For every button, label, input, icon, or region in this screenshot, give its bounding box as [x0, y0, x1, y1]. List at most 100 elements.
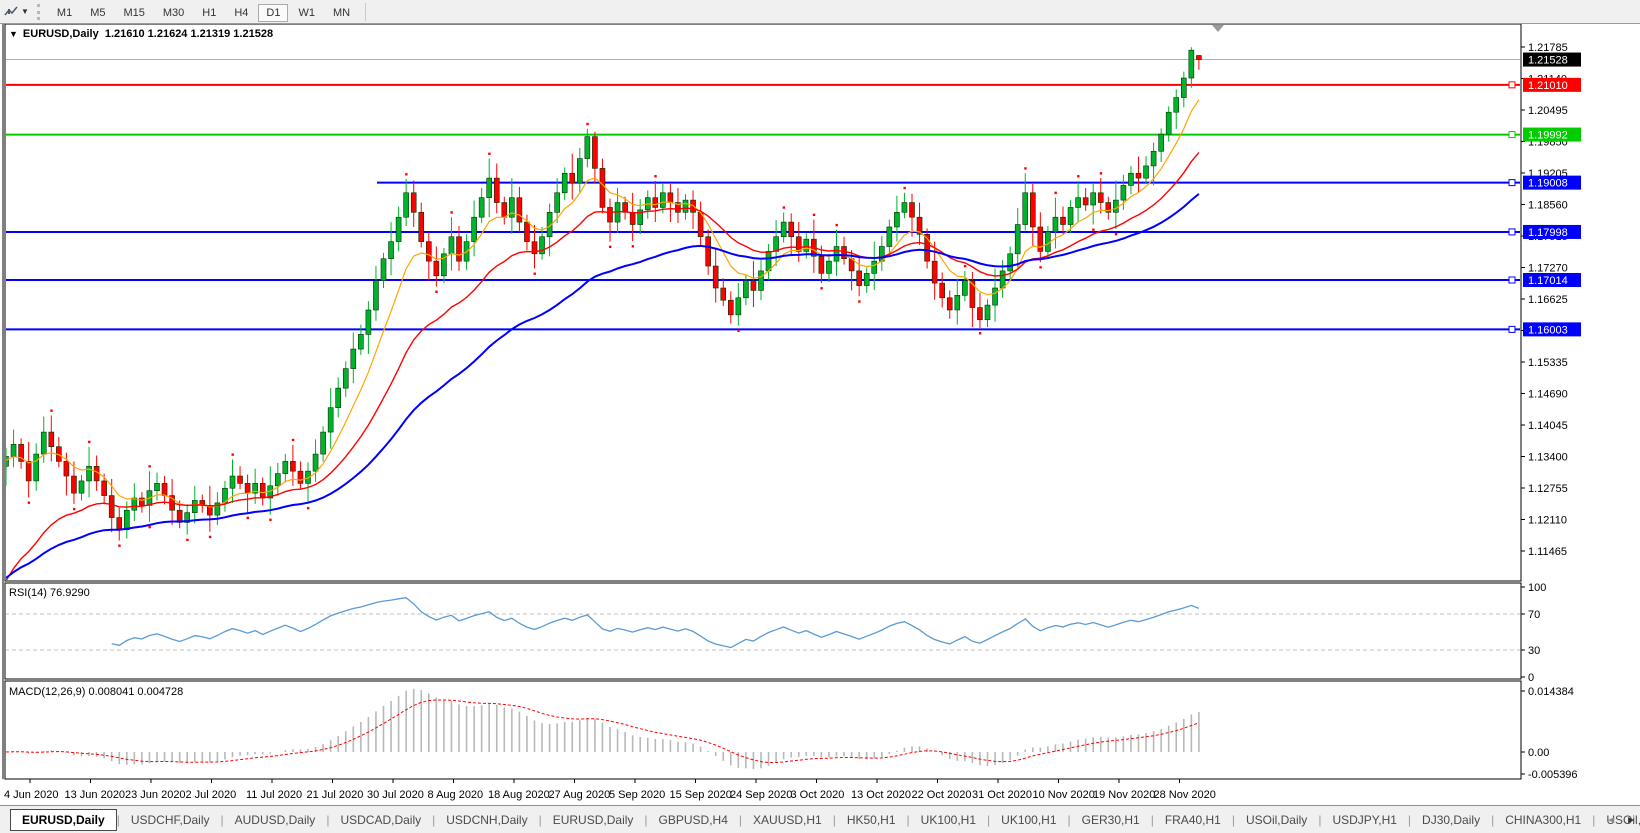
price-tick-label: 1.21785 [1528, 42, 1568, 54]
candle-body [561, 172, 568, 194]
symbol-tab-usdcnh-daily[interactable]: USDCNH,Daily [446, 813, 528, 827]
price-tick-label: 1.13400 [1528, 451, 1568, 463]
price-tick-label: 1.16625 [1528, 294, 1568, 306]
candle-body [1113, 199, 1119, 213]
symbol-tab-eurusd-daily[interactable]: EURUSD,Daily [10, 809, 117, 831]
symbol-tab-usoil-daily[interactable]: USOil,Daily [1245, 813, 1308, 827]
timeframe-button-H4[interactable]: H4 [234, 6, 249, 19]
timeframe-button-M5[interactable]: M5 [90, 6, 106, 19]
tab-separator: | [644, 813, 648, 827]
symbol-tab-uk100-h1[interactable]: UK100,H1 [1001, 813, 1057, 827]
symbol-tab-usdchf-daily[interactable]: USDCHF,Daily [130, 813, 210, 827]
h-line-handle[interactable] [1508, 81, 1516, 89]
symbol-tab-uk100-h1[interactable]: UK100,H1 [920, 813, 977, 827]
candle-body [18, 443, 24, 462]
candle-body [1075, 197, 1081, 208]
candle-body [1165, 111, 1172, 135]
timeframe-button-H1[interactable]: H1 [202, 6, 217, 19]
h-line-handle[interactable] [1508, 325, 1516, 333]
chart-tool-dropdown-icon[interactable]: ▼ [21, 7, 29, 16]
candle-body [803, 238, 810, 252]
timeframe-button-M1[interactable]: M1 [56, 6, 73, 19]
fractal-down-icon [978, 332, 982, 335]
chart-collapse-icon[interactable]: ▼ [9, 29, 18, 39]
candle-body [1014, 224, 1021, 255]
candle-body [554, 192, 560, 213]
timeframe-button-M30[interactable]: M30 [162, 6, 185, 19]
candle-body [894, 212, 900, 228]
tabs-scroll-right-icon[interactable]: ► [1626, 814, 1636, 826]
h-line-handle[interactable] [1508, 131, 1516, 139]
candle-body [320, 431, 326, 455]
candle-body [1196, 55, 1202, 60]
candle-body [916, 216, 923, 235]
rsi-panel[interactable] [5, 597, 1521, 651]
price-badge-label: 1.17998 [1528, 227, 1568, 239]
candle-body [365, 309, 372, 335]
symbol-tab-gbpusd-h4[interactable]: GBPUSD,H4 [658, 813, 728, 827]
fractal-up-icon [782, 206, 786, 209]
symbol-tab-usdjpy-h1[interactable]: USDJPY,H1 [1332, 813, 1397, 827]
chart-shift-marker-icon[interactable] [1212, 25, 1224, 32]
toolbar-grip[interactable] [36, 3, 40, 20]
symbol-tab-usoil-h1[interactable]: USOil,H1 [1606, 813, 1640, 827]
fractal-up-icon [1054, 191, 1057, 195]
symbol-tab-usdcad-daily[interactable]: USDCAD,Daily [340, 813, 422, 827]
main-price-panel[interactable] [4, 47, 1522, 581]
fractal-down-icon [533, 272, 536, 275]
candle-body [184, 512, 190, 523]
timeframe-button-MN[interactable]: MN [332, 6, 351, 19]
price-axis[interactable]: 1.217851.211401.204951.198501.192051.185… [1521, 42, 1581, 781]
date-axis[interactable]: 4 Jun 2020 13 Jun 2020 23 Jun 2020 2 Jul 20… [4, 779, 1216, 801]
candle-body [486, 177, 493, 198]
candle-body [154, 483, 160, 491]
symbol-tab-audusd-daily[interactable]: AUDUSD,Daily [234, 813, 316, 827]
date-label: 28 Nov 2020 [1154, 789, 1216, 801]
h-line-handle[interactable] [1508, 228, 1516, 236]
candle-body [312, 453, 319, 472]
price-tick-label: 1.17270 [1528, 262, 1568, 274]
timeframe-button-D1[interactable]: D1 [258, 3, 289, 22]
h-line-handle[interactable] [1508, 179, 1516, 187]
tab-separator: | [1067, 813, 1071, 827]
candle-body [410, 192, 417, 213]
rsi-indicator-label: RSI(14) 76.9290 [9, 587, 90, 599]
candle-body [448, 236, 455, 255]
fractal-up-icon [488, 152, 491, 155]
candle-body [984, 304, 991, 321]
symbol-tab-xauusd-h1[interactable]: XAUUSD,H1 [753, 813, 822, 827]
price-tick-label: 1.14690 [1528, 388, 1568, 400]
candle-body [214, 502, 221, 516]
candle-body [539, 236, 545, 255]
candle-body [25, 461, 32, 482]
date-label: 27 Aug 2020 [549, 789, 611, 801]
macd-panel[interactable] [6, 688, 1200, 770]
symbol-tab-fra40-h1[interactable]: FRA40,H1 [1164, 813, 1221, 827]
symbol-tab-ger30-h1[interactable]: GER30,H1 [1081, 813, 1140, 827]
candle-body [712, 265, 719, 289]
candle-body [1128, 172, 1134, 186]
symbol-tab-dj30-daily[interactable]: DJ30,Daily [1422, 813, 1481, 827]
symbol-tabs: EURUSD,Daily | USDCHF,Daily | AUDUSD,Daily | U… [0, 809, 1640, 831]
symbol-tab-china300-h1[interactable]: CHINA300,H1 [1505, 813, 1582, 827]
date-label: 11 Jul 2020 [246, 789, 302, 801]
timeframe-button-W1[interactable]: W1 [298, 6, 315, 19]
tabs-scroll-left-icon[interactable]: ◄ [1606, 814, 1617, 826]
macd-indicator-label: MACD(12,26,9) 0.008041 0.004728 [9, 686, 184, 698]
fractal-down-icon [246, 516, 249, 520]
candle-body [493, 177, 500, 203]
fractal-up-icon [231, 453, 234, 456]
date-label: 23 Jun 2020 [125, 789, 186, 801]
tab-separator: | [538, 813, 542, 827]
candle-body [735, 297, 742, 316]
symbol-tab-eurusd-daily[interactable]: EURUSD,Daily [552, 813, 634, 827]
candle-body [63, 461, 70, 477]
candle-body [229, 475, 236, 489]
date-label: 19 Nov 2020 [1093, 789, 1155, 801]
chart-cursor-icon[interactable] [3, 4, 19, 20]
date-label: 18 Aug 2020 [488, 789, 550, 801]
timeframe-button-M15[interactable]: M15 [123, 6, 145, 19]
h-line-handle[interactable] [1508, 276, 1516, 284]
symbol-tab-hk50-h1[interactable]: HK50,H1 [846, 813, 896, 827]
